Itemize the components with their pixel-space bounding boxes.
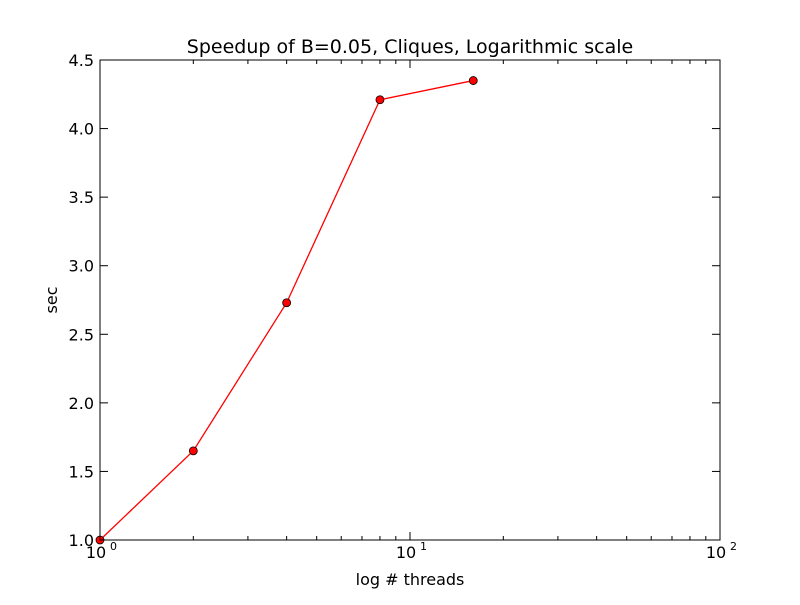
y-tick-label: 2.0	[69, 394, 94, 413]
data-point-marker	[375, 95, 385, 105]
y-tick-label: 1.0	[69, 531, 94, 550]
plot-area: 10 0 10 1 10 2 1.0 1.5 2.0 2.5 3.0 3.5 4.0 4.5	[69, 51, 737, 562]
x-tick-label-exponent: 0	[110, 540, 117, 553]
y-tick-label: 1.5	[69, 462, 94, 481]
chart-title: Speedup of B=0.05, Cliques, Logarithmic …	[187, 36, 633, 58]
data-point-marker	[282, 298, 292, 308]
x-tick-label: 10	[396, 543, 416, 562]
y-tick-label: 4.5	[69, 51, 94, 70]
y-tick-label: 3.5	[69, 188, 94, 207]
y-tick-label: 4.0	[69, 120, 94, 139]
y-axis-label: sec	[42, 287, 61, 314]
data-point-marker	[468, 76, 478, 85]
y-tick-label: 2.5	[69, 325, 94, 344]
data-point-marker	[188, 446, 198, 456]
x-tick-label-exponent: 1	[420, 540, 427, 553]
x-tick-label: 10	[86, 543, 106, 562]
axes-frame	[99, 59, 721, 541]
x-tick-label-exponent: 2	[730, 540, 737, 553]
x-axis-label: log # threads	[356, 570, 465, 589]
y-tick-label: 3.0	[69, 257, 94, 276]
x-tick-label: 10	[706, 543, 726, 562]
